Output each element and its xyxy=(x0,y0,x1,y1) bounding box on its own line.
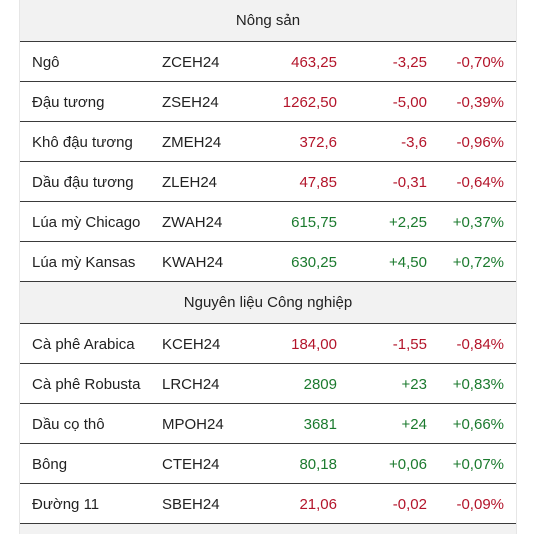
price-value: 184,00 xyxy=(291,336,337,353)
table-row[interactable]: Ngô ZCEH24 463,25 -3,25 -0,70% xyxy=(20,42,516,82)
commodity-price-board: Nông sản Ngô ZCEH24 463,25 -3,25 -0,70% … xyxy=(19,0,517,534)
change-percent: +0,72% xyxy=(452,254,504,271)
price-value: 615,75 xyxy=(291,214,337,231)
table-row[interactable]: Dầu đậu tương ZLEH24 47,85 -0,31 -0,64% xyxy=(20,162,516,202)
change-percent: +0,37% xyxy=(452,214,504,231)
change-value: -1,55 xyxy=(392,336,427,353)
table-row[interactable]: Dầu cọ thô MPOH24 3681 +24 +0,66% xyxy=(20,404,516,444)
change-percent: +0,66% xyxy=(452,416,504,433)
change-percent: +0,83% xyxy=(452,376,504,393)
price-value: 463,25 xyxy=(291,54,337,71)
section-header-agriculture: Nông sản xyxy=(20,0,516,42)
change-value: -3,6 xyxy=(401,134,427,151)
contract-code: ZLEH24 xyxy=(162,174,218,191)
price-value: 630,25 xyxy=(291,254,337,271)
price-value: 2809 xyxy=(303,376,337,393)
commodity-name: Đậu tương xyxy=(32,94,105,111)
change-percent: -0,70% xyxy=(456,54,504,71)
change-value: -0,31 xyxy=(392,174,427,191)
commodity-name: Cà phê Arabica xyxy=(32,336,135,353)
change-percent: +0,07% xyxy=(452,456,504,473)
change-percent: -0,84% xyxy=(456,336,504,353)
table-footer-strip xyxy=(20,524,516,534)
change-value: -0,02 xyxy=(392,496,427,513)
price-value: 21,06 xyxy=(299,496,337,513)
change-percent: -0,96% xyxy=(456,134,504,151)
contract-code: CTEH24 xyxy=(162,456,220,473)
commodity-name: Lúa mỳ Kansas xyxy=(32,254,136,271)
change-value: -5,00 xyxy=(392,94,427,111)
table-row[interactable]: Đường 11 SBEH24 21,06 -0,02 -0,09% xyxy=(20,484,516,524)
price-value: 80,18 xyxy=(299,456,337,473)
contract-code: MPOH24 xyxy=(162,416,224,433)
commodity-name: Dầu cọ thô xyxy=(32,416,105,433)
change-percent: -0,64% xyxy=(456,174,504,191)
table-row[interactable]: Khô đậu tương ZMEH24 372,6 -3,6 -0,96% xyxy=(20,122,516,162)
commodity-name: Khô đậu tương xyxy=(32,134,133,151)
table-row[interactable]: Lúa mỳ Chicago ZWAH24 615,75 +2,25 +0,37… xyxy=(20,202,516,242)
commodity-name: Bông xyxy=(32,456,68,473)
table-row[interactable]: Đậu tương ZSEH24 1262,50 -5,00 -0,39% xyxy=(20,82,516,122)
change-value: +4,50 xyxy=(389,254,427,271)
contract-code: KWAH24 xyxy=(162,254,224,271)
table-row[interactable]: Cà phê Arabica KCEH24 184,00 -1,55 -0,84… xyxy=(20,324,516,364)
change-value: +23 xyxy=(401,376,427,393)
contract-code: KCEH24 xyxy=(162,336,221,353)
change-value: +2,25 xyxy=(389,214,427,231)
contract-code: ZMEH24 xyxy=(162,134,222,151)
commodity-name: Lúa mỳ Chicago xyxy=(32,214,141,231)
table-row[interactable]: Cà phê Robusta LRCH24 2809 +23 +0,83% xyxy=(20,364,516,404)
price-value: 3681 xyxy=(303,416,337,433)
change-value: -3,25 xyxy=(392,54,427,71)
price-value: 1262,50 xyxy=(282,94,337,111)
contract-code: LRCH24 xyxy=(162,376,220,393)
change-value: +24 xyxy=(401,416,427,433)
contract-code: ZCEH24 xyxy=(162,54,220,71)
commodity-name: Dầu đậu tương xyxy=(32,174,134,191)
table-row[interactable]: Bông CTEH24 80,18 +0,06 +0,07% xyxy=(20,444,516,484)
price-value: 47,85 xyxy=(299,174,337,191)
contract-code: ZWAH24 xyxy=(162,214,223,231)
contract-code: ZSEH24 xyxy=(162,94,219,111)
contract-code: SBEH24 xyxy=(162,496,220,513)
commodity-name: Đường 11 xyxy=(32,496,100,513)
commodity-name: Cà phê Robusta xyxy=(32,376,141,393)
price-value: 372,6 xyxy=(299,134,337,151)
change-percent: -0,09% xyxy=(456,496,504,513)
change-value: +0,06 xyxy=(389,456,427,473)
section-header-industrial: Nguyên liệu Công nghiệp xyxy=(20,282,516,324)
change-percent: -0,39% xyxy=(456,94,504,111)
table-row[interactable]: Lúa mỳ Kansas KWAH24 630,25 +4,50 +0,72% xyxy=(20,242,516,282)
commodity-name: Ngô xyxy=(32,54,60,71)
